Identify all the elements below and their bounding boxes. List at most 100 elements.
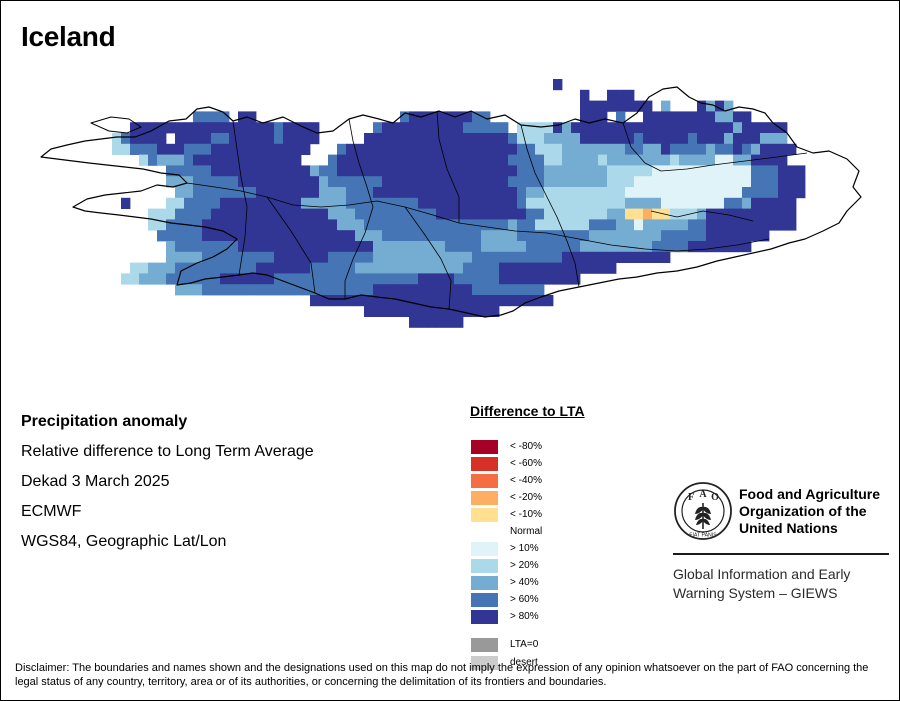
grid-cell — [661, 111, 671, 123]
grid-cell — [589, 262, 599, 274]
grid-cell — [157, 262, 167, 274]
grid-cell — [211, 111, 221, 123]
grid-cell — [688, 208, 698, 220]
grid-cell — [778, 176, 788, 188]
grid-cell — [562, 241, 572, 253]
grid-cell — [445, 305, 455, 317]
grid-cell — [436, 122, 446, 134]
grid-cell — [418, 187, 428, 199]
grid-cell — [490, 176, 500, 188]
grid-cell — [409, 241, 419, 253]
grid-cell — [301, 219, 311, 231]
grid-cell — [166, 143, 176, 155]
grid-cell — [373, 122, 383, 134]
grid-cell — [760, 176, 770, 188]
grid-cell — [328, 197, 338, 209]
grid-cell — [463, 122, 473, 134]
grid-cell — [463, 133, 473, 145]
grid-cell — [661, 241, 671, 253]
grid-cell — [445, 154, 455, 166]
grid-cell — [409, 219, 419, 231]
grid-cell — [472, 219, 482, 231]
grid-cell — [508, 295, 518, 307]
grid-cell — [184, 143, 194, 155]
disclaimer: Disclaimer: The boundaries and names sho… — [15, 662, 869, 688]
grid-cell — [715, 122, 725, 134]
fao-logo-letter-f: F — [688, 492, 694, 503]
fao-logo-inner-ring — [681, 489, 725, 533]
grid-cell — [427, 208, 437, 220]
grid-cell — [634, 176, 644, 188]
grid-cell — [616, 111, 626, 123]
grid-cell — [688, 241, 698, 253]
grid-cell — [382, 187, 392, 199]
grid-cell — [553, 230, 563, 242]
admin-boundary-4 — [622, 122, 808, 172]
grid-cell — [400, 241, 410, 253]
fao-logo-motto: FIAT PANIS — [689, 533, 717, 539]
grid-cell — [247, 273, 257, 285]
grid-cell — [526, 197, 536, 209]
legend-swatch — [471, 525, 498, 539]
grid-cell — [481, 251, 491, 263]
grid-cell — [382, 133, 392, 145]
grid-cell — [310, 176, 320, 188]
grid-cell — [490, 154, 500, 166]
grid-cell — [481, 305, 491, 317]
grid-cell — [508, 133, 518, 145]
grid-cell — [589, 197, 599, 209]
grid-cell — [742, 197, 752, 209]
legend-swatch — [471, 656, 498, 670]
grid-cell — [328, 251, 338, 263]
grid-cell — [247, 176, 257, 188]
grid-cell — [166, 219, 176, 231]
grid-cell — [400, 262, 410, 274]
grid-cell — [202, 111, 212, 123]
grid-cell — [625, 187, 635, 199]
grid-cell — [517, 176, 527, 188]
grid-cell — [427, 241, 437, 253]
grid-cell — [337, 197, 347, 209]
admin-boundary-5 — [232, 120, 248, 276]
grid-cell — [751, 165, 761, 177]
grid-cell — [166, 165, 176, 177]
grid-cell — [337, 230, 347, 242]
grid-cell — [175, 273, 185, 285]
grid-cell — [706, 154, 716, 166]
grid-cell — [697, 111, 707, 123]
grid-cell — [598, 154, 608, 166]
grid-cell — [400, 111, 410, 123]
grid-cell — [499, 133, 509, 145]
grid-cell — [580, 100, 590, 112]
legend-label: > 60% — [510, 594, 539, 605]
grid-cell — [544, 154, 554, 166]
grid-cell — [193, 219, 203, 231]
grid-cell — [751, 176, 761, 188]
grid-cell — [427, 165, 437, 177]
grid-cell — [328, 230, 338, 242]
grid-cell — [337, 219, 347, 231]
grid-cell — [373, 176, 383, 188]
grid-cell — [247, 111, 257, 123]
grid-cell — [139, 154, 149, 166]
grid-cell — [499, 208, 509, 220]
grid-cell — [328, 241, 338, 253]
grid-cell — [625, 100, 635, 112]
grid-cell — [625, 165, 635, 177]
grid-cell — [706, 187, 716, 199]
grid-cell — [283, 262, 293, 274]
grid-cell — [274, 165, 284, 177]
grid-cell — [400, 284, 410, 296]
grid-cell — [220, 208, 230, 220]
grid-cell — [301, 273, 311, 285]
grid-cell — [778, 219, 788, 231]
legend-swatch — [471, 638, 498, 652]
grid-cell — [463, 241, 473, 253]
grid-cell — [283, 208, 293, 220]
grid-cell — [760, 154, 770, 166]
grid-cell — [652, 111, 662, 123]
grid-cell — [697, 197, 707, 209]
grid-cell — [229, 165, 239, 177]
grid-cell — [454, 154, 464, 166]
grid-cell — [742, 122, 752, 134]
